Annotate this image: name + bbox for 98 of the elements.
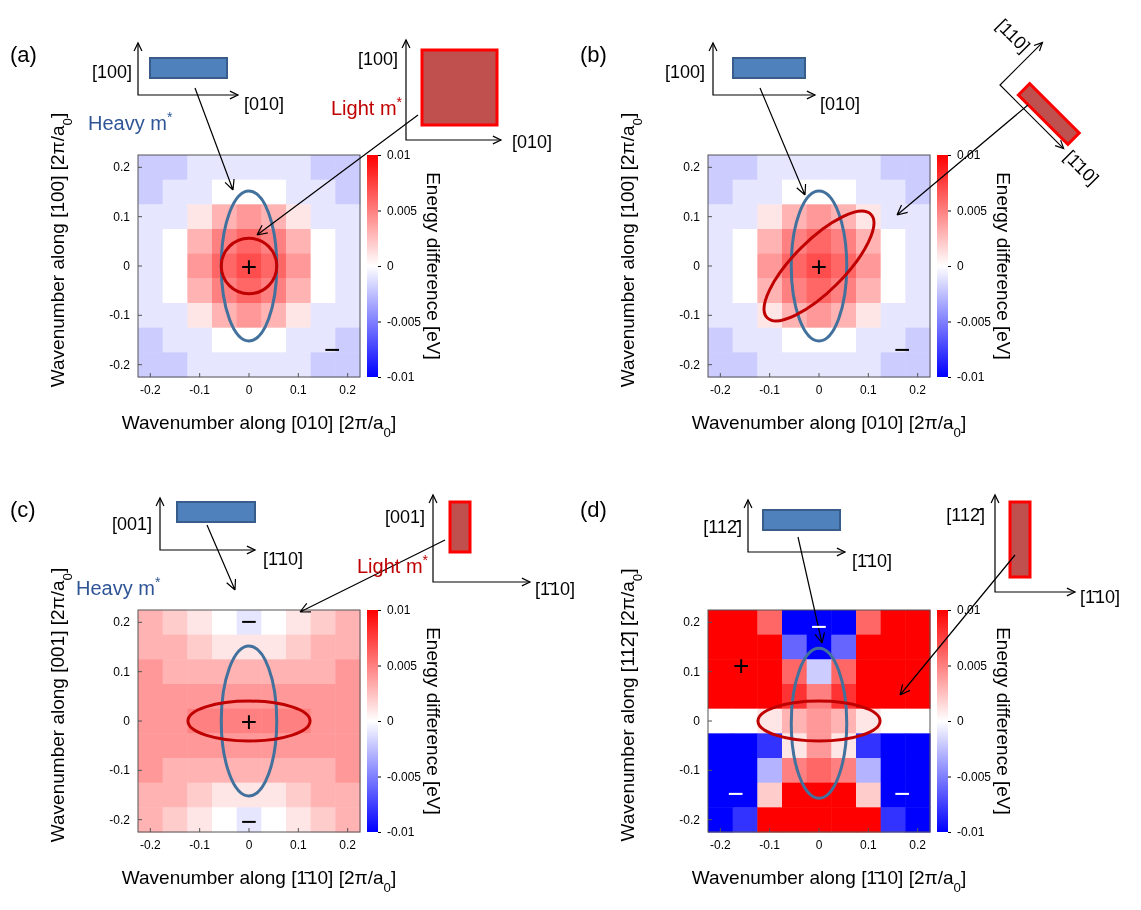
color-bar-label: 0: [387, 259, 394, 274]
color-bar-label: -0.01: [957, 825, 985, 840]
y-tick-label: 0.1: [683, 209, 701, 224]
text: [1̄10]: [263, 549, 304, 569]
y-tick-label: -0.2: [679, 812, 701, 827]
color-bar-label: 0.01: [387, 603, 411, 618]
annotation: +: [733, 650, 750, 682]
x-tick-label: 0: [815, 837, 823, 852]
text: [001]: [384, 507, 425, 527]
text: [100]: [664, 62, 705, 82]
text: [112̄]: [703, 517, 742, 537]
text: Heavy m$^{*}$: [88, 109, 173, 134]
y-tick-label: 0.2: [683, 615, 701, 630]
color-bar-label: -0.005: [387, 314, 422, 329]
y-tick-label: 0: [693, 258, 701, 273]
text: (c): [10, 497, 36, 522]
y-tick-label: -0.1: [109, 763, 131, 778]
y-tick-label: 0.1: [113, 664, 131, 679]
y-tick-label: 0.2: [113, 160, 131, 175]
y-tick-label: -0.2: [109, 357, 131, 372]
text: [010]: [512, 132, 553, 152]
x-tick-label: 0.2: [909, 382, 927, 397]
x-tick-label: 0.1: [289, 837, 307, 852]
text: [010]: [820, 94, 861, 114]
text: Light m$^{*}$: [330, 94, 403, 119]
y-tick-label: 0.1: [683, 664, 701, 679]
color-bar-label: 0.01: [387, 148, 411, 163]
annotation: −: [324, 334, 341, 366]
y-tick-label: -0.2: [679, 357, 701, 372]
y-tick-label: -0.2: [109, 812, 131, 827]
text: (b): [580, 42, 607, 67]
x-tick-label: 0.2: [909, 837, 927, 852]
color-bar-label: -0.005: [957, 314, 992, 329]
annotation: +: [240, 705, 258, 737]
x-tick-label: 0.2: [339, 382, 357, 397]
x-axis-title: Wavenumber along [1̄10] [2π/a$_{0}$]: [121, 867, 397, 895]
color-bar-title: Energy difference [eV]: [993, 172, 1014, 360]
y-tick-label: 0: [123, 258, 131, 273]
text: (d): [580, 497, 607, 522]
annotation: +: [240, 250, 258, 282]
y-tick-label: 0.1: [113, 209, 131, 224]
color-bar-title: Energy difference [eV]: [993, 627, 1014, 815]
y-tick-label: 0: [693, 713, 701, 728]
annotation: −: [894, 334, 911, 366]
x-tick-label: 0.1: [289, 382, 307, 397]
color-bar-label: 0.005: [957, 658, 988, 673]
color-bar-title: Energy difference [eV]: [423, 172, 444, 360]
x-tick-label: -0.2: [709, 382, 731, 397]
color-bar-label: 0.005: [387, 658, 418, 673]
x-tick-label: 0.1: [859, 382, 877, 397]
color-bar-label: 0: [957, 259, 964, 274]
text: [010]: [244, 94, 285, 114]
text: [1̄10]: [535, 579, 576, 599]
x-tick-label: 0: [245, 382, 253, 397]
color-bar-label: 0.005: [957, 203, 988, 218]
x-tick-label: 0: [245, 837, 253, 852]
annotation: +: [810, 250, 828, 282]
y-tick-label: 0.2: [113, 615, 131, 630]
text: [1̄10]: [852, 551, 893, 571]
annotation: −: [894, 777, 911, 809]
text: [100]: [91, 62, 132, 82]
x-tick-label: 0.1: [859, 837, 877, 852]
x-tick-label: -0.1: [189, 837, 211, 852]
x-tick-label: 0.2: [339, 837, 357, 852]
text: Heavy m$^{*}$: [76, 574, 161, 599]
annotation: −: [240, 605, 258, 637]
color-bar-label: -0.005: [957, 769, 992, 784]
y-tick-label: -0.1: [679, 763, 701, 778]
annotation: −: [727, 777, 744, 809]
y-tick-label: 0: [123, 713, 131, 728]
x-tick-label: 0: [815, 382, 823, 397]
x-axis-title: Wavenumber along [010] [2π/a$_{0}$]: [691, 412, 967, 440]
color-bar-label: -0.01: [957, 370, 985, 385]
color-bar-label: -0.01: [387, 370, 415, 385]
text: [001]: [111, 514, 152, 534]
x-tick-label: -0.2: [139, 382, 161, 397]
x-axis-title: Wavenumber along [1̄10] [2π/a$_{0}$]: [691, 867, 967, 895]
x-tick-label: -0.2: [709, 837, 731, 852]
x-tick-label: -0.1: [189, 382, 211, 397]
color-bar-label: 0.005: [387, 203, 418, 218]
color-bar-title: Energy difference [eV]: [423, 627, 444, 815]
x-tick-label: -0.2: [139, 837, 161, 852]
x-tick-label: -0.1: [759, 837, 781, 852]
y-tick-label: -0.1: [679, 308, 701, 323]
y-tick-label: -0.1: [109, 308, 131, 323]
color-bar-label: -0.005: [387, 769, 422, 784]
text: [1̄10]: [1080, 587, 1121, 607]
color-bar-label: 0: [387, 714, 394, 729]
text: [112̄]: [946, 505, 985, 525]
x-axis-title: Wavenumber along [010] [2π/a$_{0}$]: [121, 412, 397, 440]
text: [100]: [357, 49, 398, 69]
color-bar-label: 0: [957, 714, 964, 729]
annotation: −: [810, 611, 828, 643]
color-bar-label: -0.01: [387, 825, 415, 840]
text: (a): [10, 42, 37, 67]
x-tick-label: -0.1: [759, 382, 781, 397]
annotation: −: [240, 805, 258, 837]
y-tick-label: 0.2: [683, 160, 701, 175]
